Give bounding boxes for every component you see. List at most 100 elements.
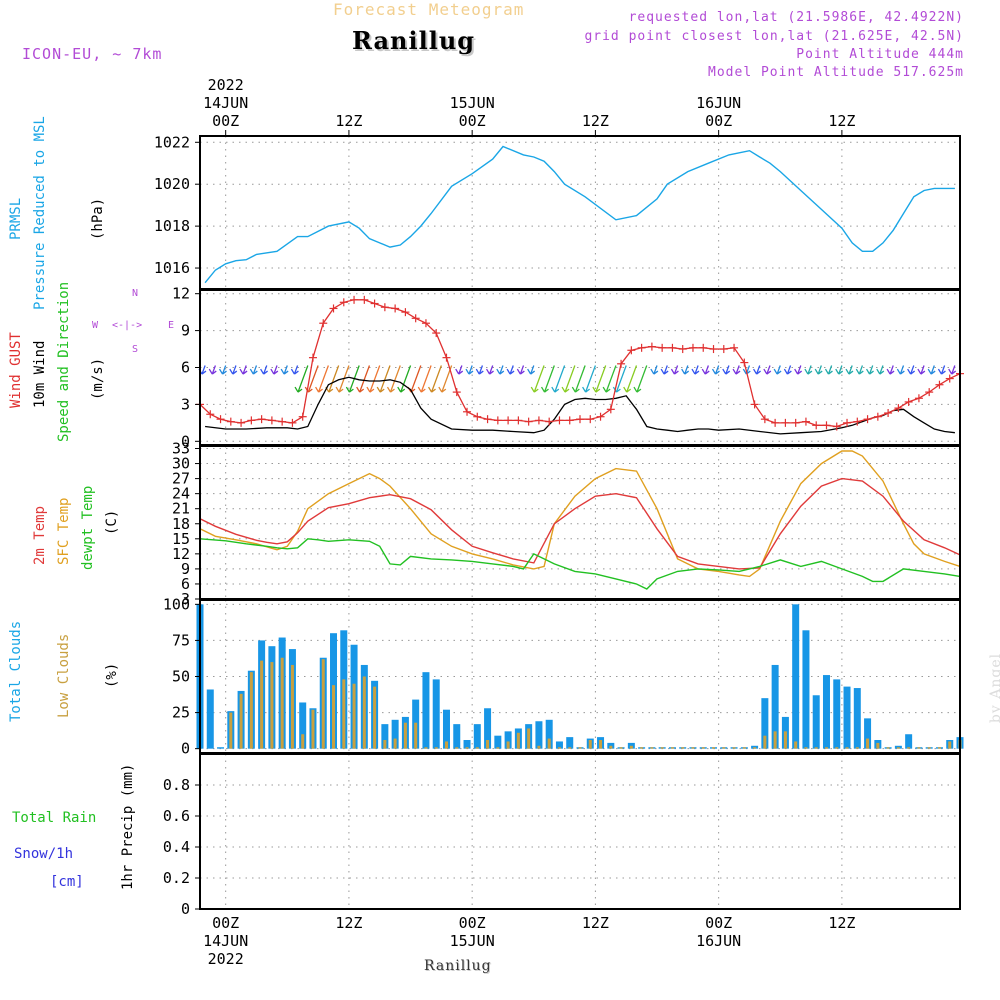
wind-direction-arrowhead: [824, 368, 830, 375]
wind-direction-arrowhead: [530, 386, 535, 393]
wind-direction-arrowhead: [348, 388, 354, 393]
top-time-label: 00Z: [459, 112, 486, 130]
wind-direction-arrowhead: [715, 370, 720, 375]
wind-direction-arrowhead: [218, 368, 224, 375]
bottom-time-label: 16JUN: [696, 932, 741, 950]
wind-direction-arrowhead: [787, 370, 792, 375]
total-cloud-bar: [833, 679, 841, 749]
wind-direction-arrow: [211, 365, 217, 375]
low-cloud-bar: [506, 741, 510, 749]
wind-direction-arrowhead: [441, 388, 447, 393]
wind-direction-arrowhead: [858, 370, 864, 375]
low-cloud-bar: [753, 747, 757, 749]
temp-ytick-label: 15: [172, 530, 190, 548]
wind-direction-arrowhead: [722, 368, 727, 375]
low-cloud-bar: [393, 738, 397, 749]
wind-direction-arrow: [636, 365, 648, 393]
wind-direction-arrowhead: [681, 368, 686, 375]
wind-direction-arrow: [879, 365, 884, 375]
precip-ytick-label: 0.8: [163, 776, 190, 794]
bottom-time-label: 15JUN: [450, 932, 495, 950]
wind-direction-arrow: [848, 365, 853, 375]
total-cloud-bar: [504, 731, 512, 749]
clouds-ytick-label: 75: [172, 631, 190, 649]
wind-direction-arrowhead: [879, 370, 885, 375]
top-time-label: 15JUN: [450, 94, 495, 112]
wind-direction-arrow: [430, 365, 442, 393]
wind-direction-arrowhead: [917, 368, 922, 375]
wind-direction-arrowhead: [431, 388, 436, 393]
low-cloud-bar: [588, 740, 592, 749]
wind-direction-arrow: [458, 365, 463, 375]
low-cloud-bar: [609, 745, 613, 749]
wind-direction-arrow: [889, 365, 894, 375]
total-cloud-bar: [905, 734, 913, 749]
wind-direction-arrow: [252, 365, 258, 375]
low-cloud-bar: [794, 741, 798, 749]
wind-direction-arrowhead: [232, 370, 238, 375]
wind-direction-arrow: [317, 365, 329, 393]
wind-direction-arrowhead: [756, 370, 761, 375]
wind-direction-arrow: [858, 365, 864, 375]
wind-direction-arrow: [389, 365, 401, 393]
wind-direction-arrowhead: [359, 388, 365, 393]
wind-direction-arrowhead: [817, 370, 823, 375]
low-cloud-bar: [568, 747, 572, 749]
low-cloud-bar: [681, 747, 685, 749]
wind-direction-arrowhead: [369, 388, 375, 393]
wind-direction-arrowhead: [797, 370, 803, 375]
wind-direction-arrowhead: [753, 368, 758, 375]
wind-direction-arrowhead: [420, 388, 426, 393]
low-cloud-bar: [362, 676, 366, 749]
clouds-ytick-label: 0: [181, 740, 190, 758]
wind-direction-arrow: [519, 365, 525, 375]
total-cloud-bar: [442, 709, 450, 749]
pressure-ytick-label: 1020: [154, 175, 190, 193]
wind-direction-arrowhead: [356, 386, 361, 393]
wind-direction-arrow: [704, 365, 709, 375]
total-cloud-bar: [843, 686, 851, 749]
total-cloud-bar: [812, 695, 820, 749]
bottom-time-label: 00Z: [705, 914, 732, 932]
wind-direction-arrowhead: [554, 388, 560, 393]
wind-direction-arrowhead: [290, 368, 295, 375]
low-cloud-bar: [804, 747, 808, 749]
wind-direction-arrowhead: [701, 368, 706, 375]
wind-direction-arrowhead: [458, 370, 464, 375]
bottom-time-label: 14JUN: [203, 932, 248, 950]
total-cloud-bar: [422, 672, 430, 749]
compass-w: W: [92, 320, 99, 331]
wind-direction-arrowhead: [489, 370, 494, 375]
wind-direction-arrowhead: [937, 368, 943, 375]
low-cloud-bar: [855, 747, 859, 749]
bottom-time-label: 12Z: [828, 914, 855, 932]
wind-direction-arrow: [940, 365, 946, 375]
top-time-label: 2022: [208, 76, 244, 94]
wind-direction-arrowhead: [222, 370, 227, 375]
wind-direction-arrow: [564, 365, 576, 393]
wind-direction-arrowhead: [379, 388, 385, 393]
wind-direction-arrowhead: [592, 386, 597, 393]
wind-direction-arrow: [694, 365, 699, 375]
wind-direction-arrowhead: [711, 368, 717, 375]
location-title: Ranillug: [352, 26, 476, 55]
wind-direction-arrowhead: [307, 388, 313, 393]
compass-n: N: [132, 288, 139, 299]
bottom-time-label: 2022: [208, 950, 244, 968]
wind-direction-arrowhead: [427, 386, 433, 393]
low-cloud-bar: [742, 747, 746, 749]
model-label: ICON-EU, ~ 7km: [22, 45, 163, 63]
wind-direction-label: Speed and Direction: [56, 281, 72, 442]
wind-direction-arrow: [574, 365, 586, 393]
wind-direction-arrowhead: [735, 370, 741, 375]
panel-frame-4: [199, 753, 961, 910]
total-cloud-bar: [217, 747, 225, 749]
low-cloud-bar: [948, 741, 952, 749]
wind-direction-arrowhead: [835, 368, 840, 375]
wind-direction-arrow: [297, 365, 309, 393]
temp-unit: (C): [104, 509, 120, 535]
wind-direction-arrowhead: [616, 388, 621, 393]
total-cloud-bar: [822, 675, 830, 749]
wind-ytick-label: 3: [181, 395, 190, 413]
wind-direction-arrow: [283, 365, 288, 375]
